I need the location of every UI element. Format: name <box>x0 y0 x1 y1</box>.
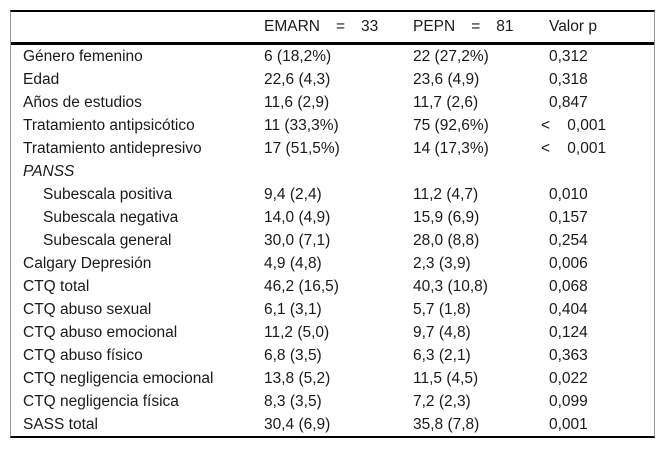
table-row: CTQ negligencia emocional 13,8 (5,2) 11,5 … <box>11 367 654 390</box>
pepn-value: 15,9 (6,9) <box>413 208 480 226</box>
pepn-value: 6,3 (2,1) <box>413 346 471 364</box>
table-row: Calgary Depresión 4,9 (4,8) 2,3 (3,9) 0,006 <box>11 252 654 275</box>
table-row: CTQ abuso sexual 6,1 (3,1) 5,7 (1,8) 0,404 <box>11 298 654 321</box>
header-emarn-label: EMARN <box>264 18 320 35</box>
p-value: 0,363 <box>549 346 588 364</box>
row-label: Edad <box>23 70 60 88</box>
pepn-value: 28,0 (8,8) <box>413 231 480 249</box>
row-label: Años de estudios <box>23 93 142 111</box>
p-value: 0,318 <box>549 70 588 88</box>
table-row: CTQ negligencia física 8,3 (3,5) 7,2 (2,3)… <box>11 390 654 413</box>
emarn-value: 30,4 (6,9) <box>264 415 331 433</box>
pepn-value: 11,2 (4,7) <box>413 185 479 203</box>
pepn-value: 22 (27,2%) <box>413 47 489 65</box>
table-row: Subescala general 30,0 (7,1) 28,0 (8,8) 0,2… <box>11 229 654 252</box>
equals-sign: = <box>471 18 481 35</box>
table-body: Género femenino 6 (18,2%) 22 (27,2%) 0,312 E… <box>11 45 654 436</box>
p-value: < 0,001 <box>541 116 607 134</box>
emarn-value: 11 (33,3%) <box>264 116 339 134</box>
p-value: 0,157 <box>549 208 588 226</box>
p-value: 0,312 <box>549 47 588 65</box>
row-label: Género femenino <box>23 47 143 65</box>
p-value: 0,010 <box>549 185 588 203</box>
p-value: 0,124 <box>549 323 588 341</box>
p-value: 0,001 <box>549 415 588 433</box>
emarn-value: 6,1 (3,1) <box>264 300 322 318</box>
row-label: Tratamiento antidepresivo <box>23 139 202 157</box>
row-label: Subescala general <box>43 231 172 249</box>
row-label: Calgary Depresión <box>23 254 152 272</box>
pepn-value: 9,7 (4,8) <box>413 323 471 341</box>
pepn-value: 35,8 (7,8) <box>413 415 480 433</box>
table-row: Tratamiento antidepresivo 17 (51,5%) 14 (1… <box>11 137 654 160</box>
table-row: Subescala negativa 14,0 (4,9) 15,9 (6,9) 0,… <box>11 206 654 229</box>
table-row: Tratamiento antipsicótico 11 (33,3%) 75 (9… <box>11 114 654 137</box>
emarn-value: 30,0 (7,1) <box>264 231 331 249</box>
table-row: CTQ total 46,2 (16,5) 40,3 (10,8) 0,068 <box>11 275 654 298</box>
equals-sign: = <box>335 18 346 35</box>
pepn-value: 23,6 (4,9) <box>413 70 480 88</box>
pepn-value: 5,7 (1,8) <box>413 300 471 318</box>
row-label: PANSS <box>23 162 75 180</box>
row-label: Subescala negativa <box>43 208 179 226</box>
pepn-value: 14 (17,3%) <box>413 139 489 157</box>
pepn-value: 2,3 (3,9) <box>413 254 471 272</box>
p-value: 0,847 <box>549 93 588 111</box>
emarn-value: 13,8 (5,2) <box>264 369 331 387</box>
table-row: Subescala positiva 9,4 (2,4) 11,2 (4,7) 0,0… <box>11 183 654 206</box>
row-label: CTQ abuso sexual <box>23 300 152 318</box>
pepn-value: 75 (92,6%) <box>413 116 489 134</box>
table-row: Edad 22,6 (4,3) 23,6 (4,9) 0,318 <box>11 68 654 91</box>
table-row: CTQ abuso físico 6,8 (3,5) 6,3 (2,1) 0,363 <box>11 344 654 367</box>
row-label: CTQ negligencia física <box>23 392 179 410</box>
row-label: Subescala positiva <box>43 185 173 203</box>
emarn-value: 8,3 (3,5) <box>264 392 322 410</box>
p-value: 0,006 <box>549 254 588 272</box>
table-row: CTQ abuso emocional 11,2 (5,0) 9,7 (4,8) 0,… <box>11 321 654 344</box>
table-row: PANSS <box>11 160 654 183</box>
statistics-table: EMARN = 33 PEPN = 81 Valor p Género feme… <box>10 10 655 438</box>
emarn-value: 22,6 (4,3) <box>264 70 331 88</box>
header-pepn-label: PEPN <box>413 18 456 35</box>
row-label: CTQ abuso físico <box>23 346 143 364</box>
emarn-value: 6,8 (3,5) <box>264 346 322 364</box>
row-label: SASS total <box>23 415 98 433</box>
row-label: CTQ total <box>23 277 90 295</box>
emarn-value: 11,2 (5,0) <box>264 323 330 341</box>
row-label: CTQ abuso emocional <box>23 323 178 341</box>
emarn-value: 9,4 (2,4) <box>264 185 322 203</box>
p-value: 0,068 <box>549 277 588 295</box>
pepn-value: 7,2 (2,3) <box>413 392 471 410</box>
p-value: 0,022 <box>549 369 588 387</box>
p-value: 0,254 <box>549 231 588 249</box>
row-label: Tratamiento antipsicótico <box>23 116 195 134</box>
header-emarn-n: 33 <box>361 18 379 35</box>
pepn-value: 40,3 (10,8) <box>413 277 488 295</box>
emarn-value: 17 (51,5%) <box>264 139 340 157</box>
pepn-value: 11,5 (4,5) <box>413 369 479 387</box>
header-group-emarn: EMARN = 33 <box>264 18 413 36</box>
emarn-value: 11,6 (2,9) <box>264 93 330 111</box>
row-label: CTQ negligencia emocional <box>23 369 214 387</box>
table-header: EMARN = 33 PEPN = 81 Valor p <box>11 12 654 45</box>
table-row: Género femenino 6 (18,2%) 22 (27,2%) 0,312 <box>11 45 654 68</box>
emarn-value: 6 (18,2%) <box>264 47 332 65</box>
header-group-pepn: PEPN = 81 <box>413 18 549 36</box>
table-row: SASS total 30,4 (6,9) 35,8 (7,8) 0,001 <box>11 413 654 436</box>
p-value: 0,404 <box>549 300 588 318</box>
emarn-value: 46,2 (16,5) <box>264 277 339 295</box>
emarn-value: 14,0 (4,9) <box>264 208 331 226</box>
emarn-value: 4,9 (4,8) <box>264 254 322 272</box>
header-valor-p: Valor p <box>549 18 597 35</box>
pepn-value: 11,7 (2,6) <box>413 93 479 111</box>
p-value: 0,099 <box>549 392 588 410</box>
p-value: < 0,001 <box>541 139 607 157</box>
table-row: Años de estudios 11,6 (2,9) 11,7 (2,6) 0,84… <box>11 91 654 114</box>
header-pepn-n: 81 <box>496 18 514 35</box>
